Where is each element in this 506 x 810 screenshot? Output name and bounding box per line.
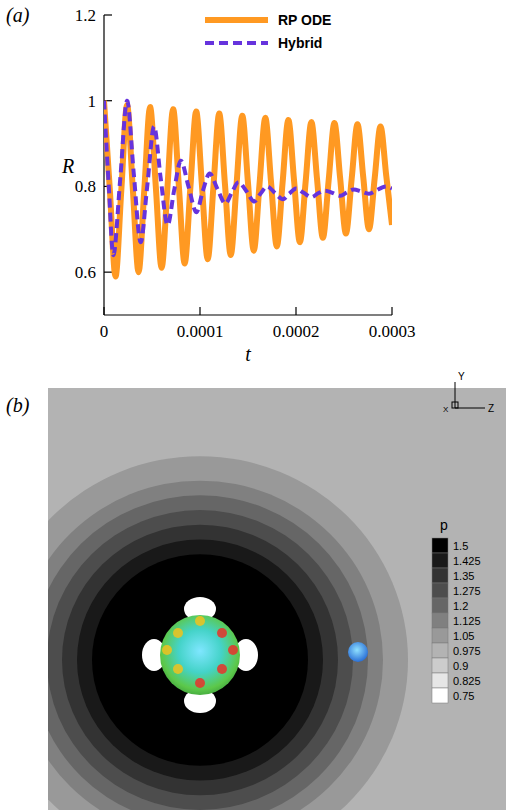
colorbar-box [432,673,448,688]
colorbar-label: 1.5 [453,540,468,552]
colorbar-label: 1.05 [453,630,474,642]
colorbar-label: 1.275 [453,585,481,597]
triad-origin [452,402,458,408]
y-tick [104,272,112,273]
colorbar-box [432,628,448,643]
x-tick-label: 0.0001 [177,322,224,341]
colorbar-label: 1.2 [453,600,468,612]
colorbar-label: 1.425 [453,555,481,567]
field [48,388,506,810]
colorbar-label: 1.35 [453,570,474,582]
colorbar-box [432,583,448,598]
legend-swatch [205,41,268,45]
colorbar-label: 0.75 [453,690,474,702]
panel-a: (a) 0.6 0.8 1 1.2 0 0.0001 0.0002 0.0003 Rt RP ODE… [6,4,415,365]
colorbar-label: 0.975 [453,645,481,657]
legend-label: Hybrid [278,35,322,51]
panel-label: (b) [6,394,30,417]
bubble-spot [173,664,183,674]
panel-label: (a) [6,4,30,27]
colorbar-box [432,643,448,658]
contour-ring [62,525,338,795]
field-background [48,388,506,810]
x-tick [103,307,104,315]
colorbar-box [432,553,448,568]
bubble-small [348,642,368,662]
legend-swatch [205,17,268,23]
x-tick [295,307,296,315]
colorbar-box [432,598,448,613]
x-tick [391,307,392,315]
colorbar-label: 1.125 [453,615,481,627]
colorbar-label: 0.825 [453,675,481,687]
triad-label: X [443,405,449,414]
y-tick-label: 1.2 [75,6,96,25]
contour-ring [48,510,353,810]
x-tick-label: 0.0003 [369,322,416,341]
bubble-spot [217,628,227,638]
triad-label: Z [488,403,494,414]
y-axis-title: R [61,155,74,177]
y-tick-label: 1 [88,92,97,111]
bubble-spot [173,628,183,638]
colorbar-title: p [440,517,448,533]
contour-ring [92,554,308,766]
bubble-spot [195,616,205,626]
colorbar-box [432,658,448,673]
legend-label: RP ODE [278,12,331,28]
x-axis-title: t [245,343,251,365]
bubble-large [160,615,240,695]
bubble-spot [217,664,227,674]
x-axis [104,314,392,315]
legend: RP ODE Hybrid [205,12,331,51]
contour-ring [48,495,368,810]
colorbar-box [432,538,448,553]
contour-ring [48,481,383,810]
figure: (a) 0.6 0.8 1 1.2 0 0.0001 0.0002 0.0003 Rt RP ODE… [0,0,506,810]
bubble-spot [228,645,238,655]
plot-data [104,101,392,277]
x-tick-label: 0 [100,322,109,341]
triad-y [455,382,456,408]
series-line [104,101,392,255]
colorbar-label: 0.9 [453,660,468,672]
bubble-spot [195,678,205,688]
series-line [104,101,392,277]
contour-ring [48,456,408,810]
contour-ring [77,539,323,780]
triad-z [455,408,485,409]
y-axis [103,15,104,315]
bubble-spot [162,645,172,655]
y-tick-label: 0.8 [75,177,96,196]
x-tick-label: 0.0002 [273,322,320,341]
triad-label: Y [458,371,465,382]
y-tick [104,14,112,15]
y-tick-label: 0.6 [75,263,96,282]
colorbar-box [432,568,448,583]
panel-b: (b) Y Z Xp 1.5 1.425 1.35 1.275 1.2 1.125 1.05 0.97… [0,371,506,810]
x-tick [199,307,200,315]
colorbar-box [432,613,448,628]
colorbar-box [432,688,448,703]
